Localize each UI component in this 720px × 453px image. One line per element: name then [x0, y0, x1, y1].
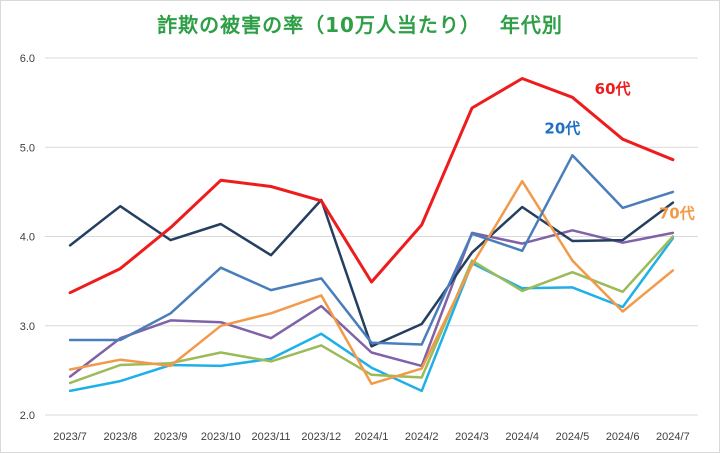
chart-title: 詐欺の被害の率（10万人当たり） 年代別 [157, 13, 563, 37]
y-axis-tick-labels: 2.0 3.0 4.0 5.0 6.0 [20, 53, 35, 422]
x-tick-label: 2023/8 [104, 431, 138, 443]
x-tick-label: 2023/12 [301, 431, 341, 443]
series-line-4 [68, 229, 675, 378]
x-tick-label: 2024/1 [355, 431, 389, 443]
x-tick-label: 2024/6 [606, 431, 640, 443]
series-line-5 [68, 235, 675, 385]
y-tick-label: 3.0 [20, 321, 35, 333]
x-tick-label: 2024/4 [505, 431, 539, 443]
series-lines [68, 77, 675, 393]
y-tick-label: 5.0 [20, 142, 35, 154]
series-line-3 [68, 198, 675, 348]
series-label-0: 60代 [595, 80, 631, 98]
y-tick-label: 4.0 [20, 232, 35, 244]
gridlines [45, 57, 698, 416]
x-axis-tick-labels: 2023/7 2023/8 2023/9 2023/10 2023/11 2023/12 2… [53, 431, 689, 443]
y-tick-label: 2.0 [20, 410, 35, 422]
series-line-6 [68, 237, 675, 393]
x-tick-label: 2023/10 [201, 431, 241, 443]
series-label-1: 20代 [544, 119, 580, 137]
x-tick-label: 2023/7 [53, 431, 87, 443]
x-tick-label: 2024/5 [556, 431, 590, 443]
series-line-1 [68, 154, 675, 346]
x-tick-label: 2024/2 [405, 431, 439, 443]
series-label-2: 70代 [659, 204, 695, 222]
series-labels: 60代 20代 70代 [544, 80, 694, 222]
x-tick-label: 2024/7 [656, 431, 690, 443]
x-tick-label: 2023/11 [252, 431, 291, 443]
series-line-0 [68, 77, 675, 295]
series-line-2 [68, 179, 675, 386]
x-tick-label: 2023/9 [154, 431, 188, 443]
y-tick-label: 6.0 [20, 53, 35, 65]
x-tick-label: 2024/3 [455, 431, 489, 443]
